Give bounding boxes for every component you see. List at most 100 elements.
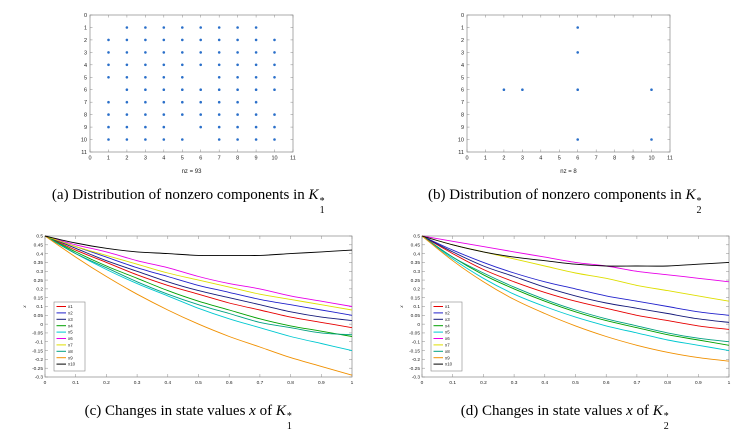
svg-text:-0.25: -0.25 — [32, 365, 43, 371]
svg-text:5: 5 — [557, 156, 560, 162]
svg-text:0.45: 0.45 — [34, 242, 44, 248]
svg-text:0.3: 0.3 — [134, 380, 141, 386]
svg-text:0.5: 0.5 — [413, 233, 420, 239]
caption-c-sub: 1 — [286, 420, 292, 432]
svg-text:1: 1 — [84, 25, 87, 31]
caption-b-text: (b) Distribution of nonzero components i… — [428, 187, 686, 203]
svg-text:0: 0 — [465, 156, 468, 162]
svg-text:8: 8 — [84, 113, 87, 119]
state-values-plot-k1: 0.5 0.45 0.4 0.35 0.3 0.25 0.2 0.15 0.1 0.05 0 -0.0… — [23, 233, 354, 386]
svg-text:8: 8 — [461, 113, 464, 119]
svg-text:11: 11 — [458, 150, 464, 156]
svg-text:0.1: 0.1 — [37, 304, 44, 310]
caption-b: (b) Distribution of nonzero components i… — [428, 187, 701, 216]
svg-text:x7: x7 — [445, 342, 450, 347]
svg-text:-0.2: -0.2 — [35, 357, 44, 363]
svg-text:1: 1 — [461, 25, 464, 31]
caption-d-symbol: K — [652, 402, 663, 419]
svg-text:0.1: 0.1 — [413, 304, 420, 310]
panel-b: 0 1 2 3 4 5 6 7 8 9 10 11 0 1 2 3 4 5 6 7 8 9 10 11 nz = 8 (b) D… — [377, 0, 753, 221]
caption-b-supsub: * 2 — [696, 195, 702, 216]
svg-text:0.15: 0.15 — [410, 295, 420, 301]
svg-text:x3: x3 — [68, 316, 73, 321]
svg-text:4: 4 — [461, 63, 464, 69]
caption-b-sup: * — [696, 195, 702, 207]
svg-text:0.25: 0.25 — [34, 277, 44, 283]
svg-text:x: x — [23, 304, 28, 308]
svg-text:0.2: 0.2 — [103, 380, 110, 386]
svg-text:0: 0 — [41, 321, 44, 327]
svg-text:0.8: 0.8 — [288, 380, 295, 386]
svg-text:0.2: 0.2 — [480, 380, 487, 386]
svg-text:-0.05: -0.05 — [409, 330, 420, 336]
svg-text:0.35: 0.35 — [34, 260, 44, 266]
svg-text:x1: x1 — [445, 304, 450, 309]
svg-text:6: 6 — [461, 88, 464, 94]
svg-text:0.4: 0.4 — [37, 251, 44, 257]
caption-d-var: x — [626, 402, 633, 419]
svg-text:4: 4 — [84, 63, 87, 69]
caption-d: (d) Changes in state values x of K * 2 — [461, 403, 669, 432]
svg-text:-0.1: -0.1 — [35, 339, 44, 345]
svg-text:0.1: 0.1 — [73, 380, 80, 386]
svg-text:0: 0 — [417, 321, 420, 327]
svg-text:0.2: 0.2 — [413, 286, 420, 292]
svg-text:-0.2: -0.2 — [411, 357, 420, 363]
caption-b-sub: 2 — [696, 205, 702, 216]
svg-text:-0.15: -0.15 — [409, 348, 420, 354]
caption-c-mid: of — [255, 402, 276, 419]
svg-text:9: 9 — [631, 156, 634, 162]
svg-text:-0.05: -0.05 — [32, 330, 43, 336]
svg-text:0.35: 0.35 — [410, 260, 420, 266]
caption-c-sup: * — [286, 411, 292, 422]
caption-a-symbol: K — [308, 187, 319, 203]
svg-text:x2: x2 — [445, 310, 450, 315]
svg-text:-0.15: -0.15 — [32, 348, 43, 354]
svg-text:11: 11 — [290, 156, 296, 162]
svg-text:0.3: 0.3 — [37, 268, 44, 274]
svg-text:7: 7 — [594, 156, 597, 162]
panel-c: 0.5 0.45 0.4 0.35 0.3 0.25 0.2 0.15 0.1 0.05 0 -0.0… — [0, 221, 377, 436]
svg-text:0.7: 0.7 — [257, 380, 264, 386]
svg-text:10: 10 — [648, 156, 654, 162]
svg-text:1: 1 — [484, 156, 487, 162]
svg-text:x5: x5 — [445, 329, 450, 334]
svg-text:11: 11 — [667, 156, 673, 162]
svg-text:x10: x10 — [68, 361, 76, 366]
svg-text:0: 0 — [420, 380, 423, 386]
svg-text:0.6: 0.6 — [603, 380, 610, 386]
svg-text:0.9: 0.9 — [695, 380, 702, 386]
svg-text:0.2: 0.2 — [37, 286, 44, 292]
svg-text:3: 3 — [84, 50, 87, 56]
svg-text:0.3: 0.3 — [413, 268, 420, 274]
svg-text:7: 7 — [84, 100, 87, 106]
caption-c-symbol: K — [275, 402, 286, 419]
svg-text:0: 0 — [84, 13, 87, 19]
svg-text:-0.3: -0.3 — [35, 374, 44, 380]
svg-text:5: 5 — [181, 156, 184, 162]
svg-text:11: 11 — [82, 150, 88, 156]
caption-d-supsub: * 2 — [664, 412, 669, 431]
svg-text:0.4: 0.4 — [541, 380, 548, 386]
svg-text:1: 1 — [351, 380, 354, 386]
svg-text:0.15: 0.15 — [34, 295, 44, 301]
svg-text:5: 5 — [84, 75, 87, 81]
svg-text:9: 9 — [461, 125, 464, 131]
svg-text:1: 1 — [727, 380, 730, 386]
svg-text:x10: x10 — [445, 361, 453, 366]
svg-text:6: 6 — [576, 156, 579, 162]
svg-text:nz = 93: nz = 93 — [182, 169, 203, 175]
svg-text:7: 7 — [461, 100, 464, 106]
svg-text:x: x — [400, 304, 405, 308]
svg-text:0.25: 0.25 — [410, 277, 420, 283]
svg-text:9: 9 — [255, 156, 258, 162]
svg-text:0: 0 — [44, 380, 47, 386]
panel-a: 0 1 2 3 4 5 6 7 8 9 10 11 0 1 2 3 4 5 6 7 8 9 10 11 nz = 93 (a) … — [0, 0, 377, 221]
svg-text:x2: x2 — [68, 310, 73, 315]
svg-text:x5: x5 — [68, 329, 73, 334]
svg-text:x4: x4 — [445, 323, 450, 328]
svg-text:0.4: 0.4 — [165, 380, 172, 386]
svg-text:0.7: 0.7 — [633, 380, 640, 386]
